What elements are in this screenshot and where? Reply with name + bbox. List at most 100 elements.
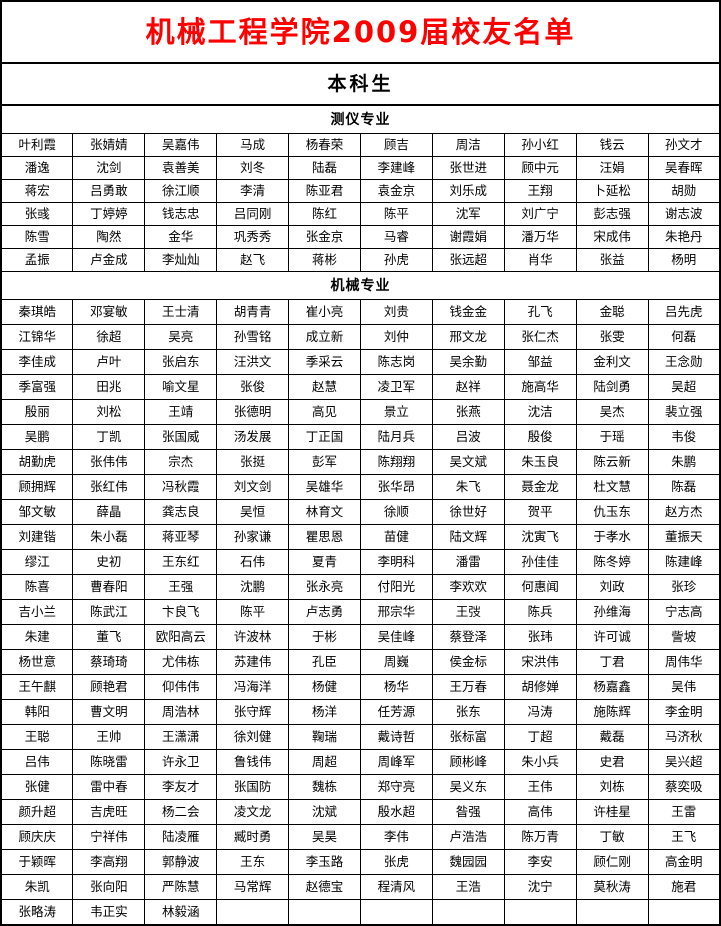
alumni-name-cell: 丁凯 (72, 424, 146, 450)
alumni-name-cell: 蔡琦琦 (72, 649, 146, 675)
alumni-name-cell: 张燕 (431, 399, 505, 425)
alumni-name-cell: 戴磊 (575, 724, 649, 750)
alumni-name-cell: 鲁钱伟 (216, 749, 290, 775)
alumni-name-cell: 胡勋 (647, 179, 721, 203)
alumni-name-cell: 郑守亮 (359, 774, 433, 800)
alumni-name-cell (216, 899, 290, 926)
alumni-name-cell: 金华 (144, 225, 218, 249)
alumni-name-cell: 吕同刚 (216, 202, 290, 226)
alumni-name-cell: 张伟伟 (72, 449, 146, 475)
alumni-name-cell: 卢志勇 (288, 599, 361, 625)
alumni-name-cell: 周超 (288, 749, 361, 775)
alumni-name-cell: 杨世意 (0, 649, 74, 675)
table-row: 吕伟 陈晓雷 许永卫 鲁钱伟 周超 周峰军 顾彬峰 朱小兵 史君 吴兴超 (0, 749, 721, 775)
alumni-name-cell: 高金明 (647, 849, 721, 875)
alumni-name-cell: 韦俊 (647, 424, 721, 450)
alumni-name-cell: 沈剑 (72, 156, 146, 180)
alumni-name-cell: 成立新 (288, 324, 361, 350)
alumni-name-cell: 吴兴超 (647, 749, 721, 775)
alumni-name-cell: 邢文龙 (431, 324, 505, 350)
table-row: 颜升超 吉虎旺 杨二会 凌文龙 沈斌 殷水超 昝强 高伟 许桂星 王雷 (0, 799, 721, 825)
alumni-name-cell: 陈万青 (503, 824, 577, 850)
alumni-name-cell (503, 899, 577, 926)
alumni-name-cell: 沈斌 (288, 799, 361, 825)
page-title: 机械工程学院2009届校友名单 (0, 0, 721, 64)
alumni-name-cell: 周峰军 (359, 749, 433, 775)
alumni-name-cell: 于颖晖 (0, 849, 74, 875)
alumni-name-cell (359, 899, 433, 926)
alumni-name-cell: 吴文斌 (431, 449, 505, 475)
alumni-name-cell: 臧时勇 (216, 824, 290, 850)
alumni-name-cell: 谢霞娟 (431, 225, 505, 249)
table-row: 陈雪 陶然 金华 巩秀秀 张金京 马睿 谢霞娟 潘万华 宋成伟 朱艳丹 (0, 225, 721, 249)
alumni-name-cell: 季富强 (0, 374, 74, 400)
alumni-name-cell: 钱志忠 (144, 202, 218, 226)
alumni-name-cell: 朱艳丹 (647, 225, 721, 249)
alumni-name-cell: 孔臣 (288, 649, 361, 675)
alumni-name-cell: 吉虎旺 (72, 799, 146, 825)
alumni-name-cell: 陆月兵 (359, 424, 433, 450)
alumni-name-cell: 王靖 (144, 399, 218, 425)
alumni-name-cell: 钱云 (575, 133, 649, 157)
alumni-name-cell: 汤发展 (216, 424, 290, 450)
table-row: 杨世意 蔡琦琦 尤伟栋 苏建伟 孔臣 周巍 侯金标 宋洪伟 丁君 周伟华 (0, 649, 721, 675)
alumni-name-cell: 朱小磊 (72, 524, 146, 550)
alumni-name-cell: 陈晓雷 (72, 749, 146, 775)
alumni-name-cell: 景立 (359, 399, 433, 425)
alumni-name-cell: 巩秀秀 (216, 225, 290, 249)
alumni-name-cell: 仰伟伟 (144, 674, 218, 700)
alumni-name-cell: 吴义东 (431, 774, 505, 800)
alumni-name-cell: 周洁 (431, 133, 505, 157)
alumni-name-cell: 李金明 (647, 699, 721, 725)
table-row: 于颖晖 李高翔 郭静波 王东 李玉路 张虎 魏园园 李安 顾仁刚 高金明 (0, 849, 721, 875)
alumni-name-cell: 施君 (647, 874, 721, 900)
alumni-name-cell: 刘乐成 (431, 179, 505, 203)
alumni-name-cell: 彭军 (288, 449, 361, 475)
alumni-name-cell: 朱小兵 (503, 749, 577, 775)
alumni-name-cell: 王强 (144, 574, 218, 600)
alumni-name-cell: 许桂星 (575, 799, 649, 825)
alumni-name-cell: 孙雪铭 (216, 324, 290, 350)
alumni-name-cell: 王念勋 (647, 349, 721, 375)
alumni-name-cell: 汪娟 (575, 156, 649, 180)
alumni-name-cell: 李明科 (359, 549, 433, 575)
alumni-name-cell: 雷中春 (72, 774, 146, 800)
alumni-name-cell: 吴伟 (647, 674, 721, 700)
alumni-name-cell: 于彬 (288, 624, 361, 650)
alumni-name-cell (288, 899, 361, 926)
alumni-name-cell: 朱飞 (431, 474, 505, 500)
alumni-name-cell: 李安 (503, 849, 577, 875)
alumni-name-cell: 刘贵 (359, 299, 433, 325)
alumni-name-cell: 沈洁 (503, 399, 577, 425)
alumni-name-cell: 吴春晖 (647, 156, 721, 180)
alumni-name-cell: 金聪 (575, 299, 649, 325)
alumni-name-cell: 韦正实 (72, 899, 146, 926)
alumni-name-cell: 蒋亚琴 (144, 524, 218, 550)
alumni-name-cell: 颜升超 (0, 799, 74, 825)
alumni-name-cell: 訾坡 (647, 624, 721, 650)
alumni-name-cell: 吴恒 (216, 499, 290, 525)
alumni-name-cell: 郭静波 (144, 849, 218, 875)
alumni-name-cell: 王聪 (0, 724, 74, 750)
alumni-name-cell: 孔飞 (503, 299, 577, 325)
alumni-name-cell: 朱建 (0, 624, 74, 650)
alumni-name-cell: 张略涛 (0, 899, 74, 926)
alumni-name-cell: 张德明 (216, 399, 290, 425)
table-row: 刘建锴 朱小磊 蒋亚琴 孙家谦 瞿思恩 苗健 陆文辉 沈寅飞 于孝水 董振天 (0, 524, 721, 550)
table-row: 江锦华 徐超 吴亮 孙雪铭 成立新 刘仲 邢文龙 张仁杰 张雯 何磊 (0, 324, 721, 350)
alumni-name-cell: 龚志良 (144, 499, 218, 525)
alumni-name-cell: 吕勇敢 (72, 179, 146, 203)
table-row: 蒋宏 吕勇敢 徐江顺 李清 陈亚君 袁金京 刘乐成 王翔 卜延松 胡勋 (0, 179, 721, 203)
alumni-name-cell: 王东红 (144, 549, 218, 575)
table-row: 顾拥辉 张红伟 冯秋霞 刘文剑 吴雄华 张华昂 朱飞 聂金龙 杜文慧 陈磊 (0, 474, 721, 500)
alumni-name-cell: 魏园园 (431, 849, 505, 875)
table-row: 孟振 卢金成 李灿灿 赵飞 蒋彬 孙虎 张远超 肖华 张益 杨明 (0, 248, 721, 272)
alumni-name-cell: 杨春荣 (288, 133, 361, 157)
alumni-name-cell: 张启东 (144, 349, 218, 375)
alumni-name-cell: 殷俊 (503, 424, 577, 450)
table-row: 邹文敏 薛晶 龚志良 吴恒 林育文 徐顺 徐世好 贺平 仇玉东 赵方杰 (0, 499, 721, 525)
alumni-name-cell: 李清 (216, 179, 290, 203)
alumni-name-cell: 刘政 (575, 574, 649, 600)
table-row: 缪江 史初 王东红 石伟 夏青 李明科 潘雷 孙佳佳 陈冬婷 陈建峰 (0, 549, 721, 575)
